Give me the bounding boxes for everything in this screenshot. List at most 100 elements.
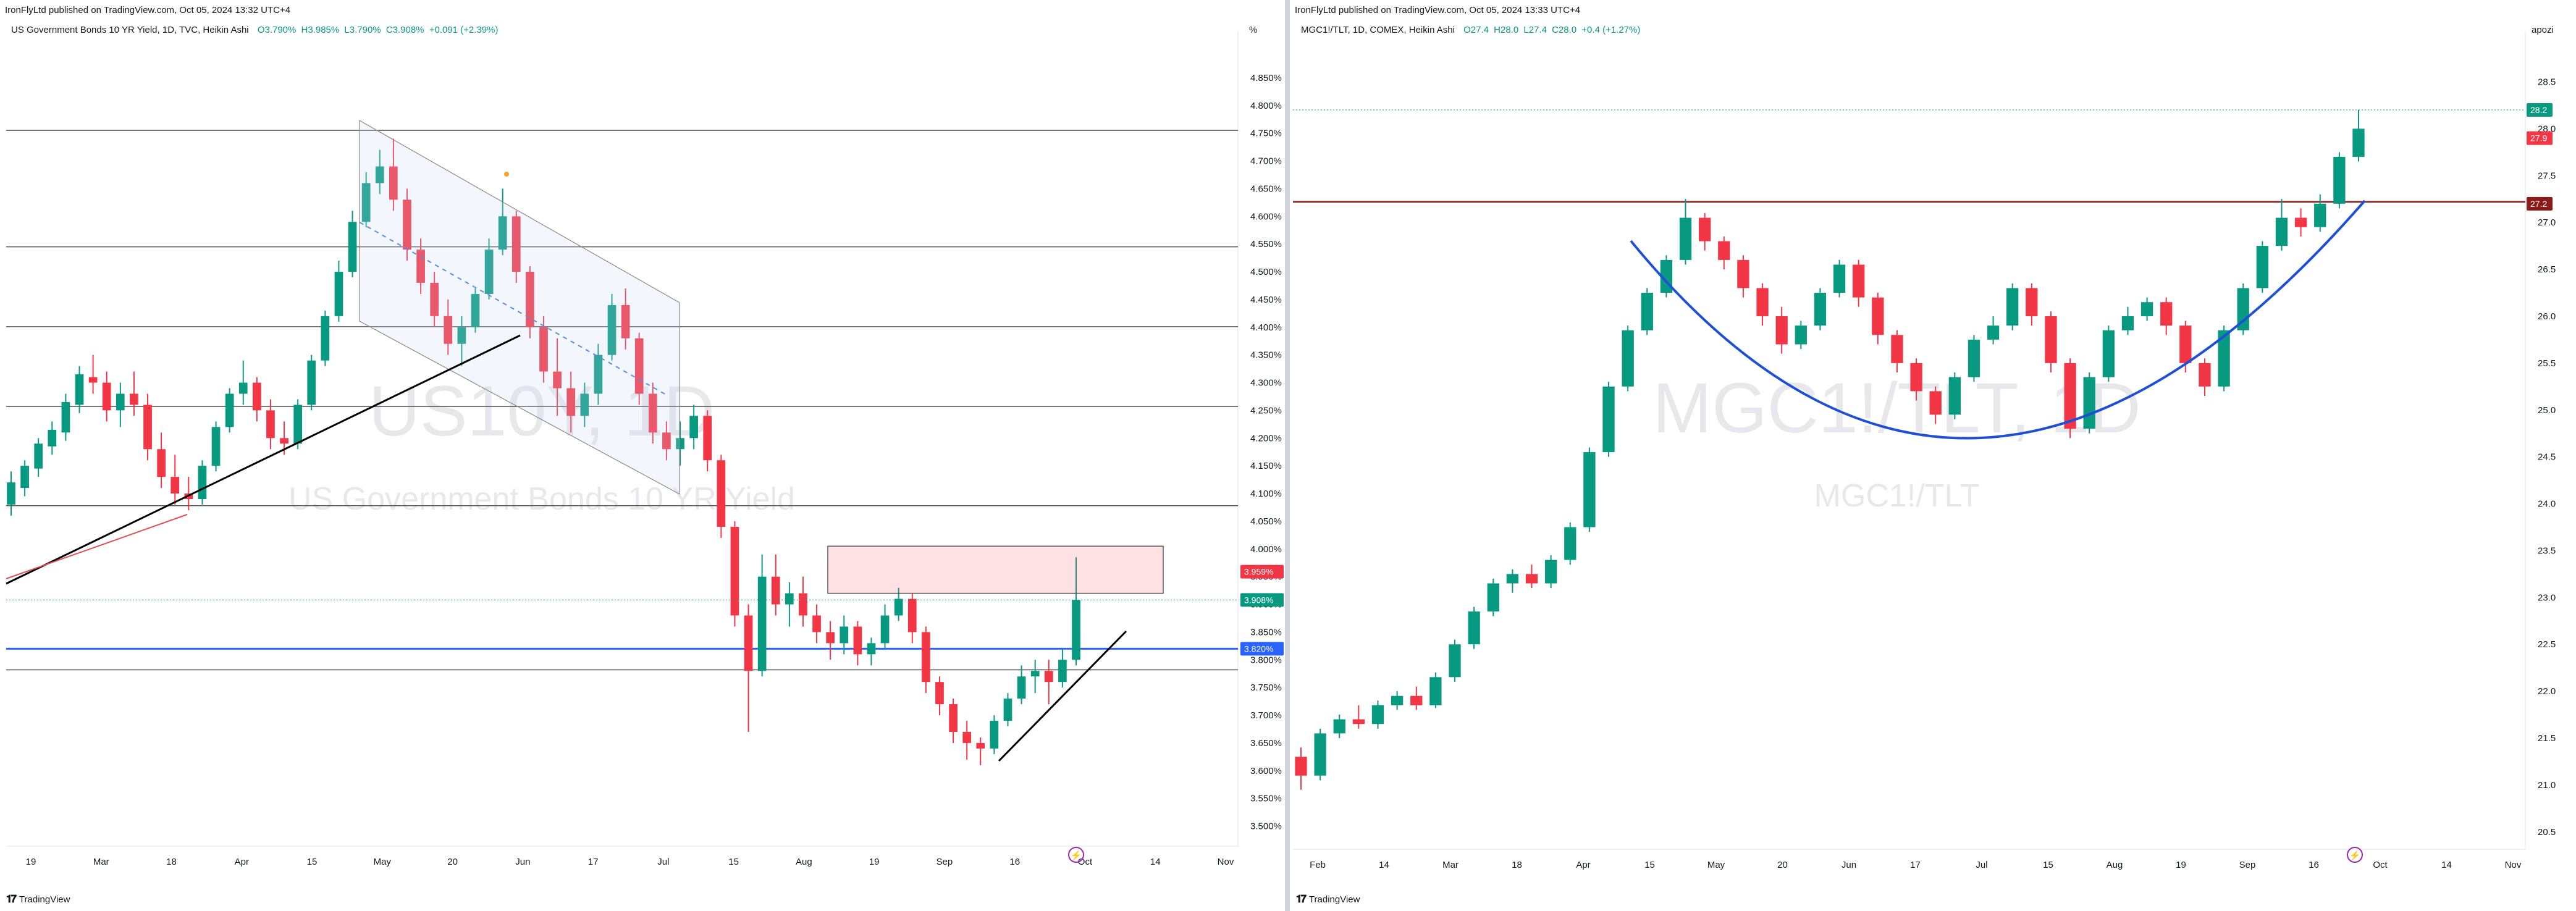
y-tick-label: 23.5	[2538, 545, 2556, 556]
candle-body	[1030, 671, 1040, 677]
x-tick-label: Jun	[1842, 860, 1856, 870]
price-badge-prev-bg	[2527, 131, 2553, 145]
x-tick-label: 15	[307, 857, 318, 867]
candle-body	[621, 304, 630, 338]
candle-body	[1910, 363, 1922, 392]
candle-body	[2352, 128, 2365, 157]
resistance-zone	[827, 545, 1164, 594]
y-tick-label: 24.5	[2538, 452, 2556, 463]
candle-body	[61, 401, 70, 433]
published-caption: IronFlyLtd published on TradingView.com,…	[5, 5, 291, 15]
candle-body	[1775, 316, 1788, 345]
legend-change: +0.4 (+1.27%)	[1581, 25, 1641, 35]
candle-body	[211, 427, 221, 466]
candle-body	[1737, 259, 1749, 288]
candle-body	[280, 438, 288, 444]
x-tick-label: 20	[447, 857, 458, 867]
candle-body	[2294, 217, 2307, 227]
x-tick-label: May	[1707, 860, 1725, 870]
candle-body	[962, 731, 972, 743]
candle-body	[1003, 699, 1012, 721]
candle-body	[1017, 676, 1026, 699]
y-tick-label: 26.0	[2538, 311, 2556, 322]
candle-body	[266, 410, 275, 439]
tradingview-logo-icon: 𝟏𝟕	[6, 893, 17, 905]
candle-body	[1391, 695, 1404, 705]
x-tick-label: Sep	[937, 857, 953, 867]
candle-body	[594, 355, 603, 394]
y-tick-label: 3.950%	[1250, 572, 1282, 582]
candle-body	[389, 166, 398, 200]
candle-body	[198, 466, 207, 500]
candle-body	[907, 598, 917, 632]
candle-body	[20, 466, 29, 489]
candle-body	[553, 371, 562, 388]
x-tick-label: Sep	[2239, 860, 2256, 870]
lightning-icon	[2347, 847, 2363, 863]
y-tick-label: 4.700%	[1250, 156, 1282, 167]
price-badge-level-bg	[2527, 196, 2553, 211]
legend-symbol: MGC1!/TLT, 1D, COMEX, Heikin Ashi	[1301, 25, 1455, 35]
y-tick-label: 24.0	[2538, 499, 2556, 510]
x-tick-label: 17	[588, 857, 599, 867]
candle-body	[1058, 660, 1067, 682]
x-tick-label: Mar	[93, 857, 109, 867]
y-tick-label: 28.0	[2538, 124, 2556, 134]
x-tick-label: 15	[728, 857, 739, 867]
x-tick-label: Mar	[1442, 860, 1458, 870]
watermark-description: MGC1!/TLT	[1814, 478, 1980, 514]
candle-body	[88, 377, 98, 383]
chart-panel-mgc-tlt[interactable]: IronFlyLtd published on TradingView.com,…	[1290, 0, 2576, 911]
candle-body	[1506, 574, 1519, 584]
lightning-icon-glyph: ⚡	[2349, 850, 2361, 861]
candle-body	[1072, 600, 1080, 660]
x-tick-label: 19	[2176, 860, 2186, 870]
candle-body	[648, 393, 657, 433]
candle-body	[48, 429, 57, 447]
x-tick-label: 15	[2043, 860, 2053, 870]
legend-close: C3.908%	[385, 25, 424, 35]
y-tick-label: 4.550%	[1250, 239, 1282, 250]
candle-body	[2045, 316, 2057, 363]
candle-body	[2121, 316, 2134, 330]
signal-dot	[504, 172, 509, 177]
candle-body	[75, 374, 84, 405]
x-tick-label: Jun	[515, 857, 530, 867]
candle-body	[225, 393, 234, 427]
y-tick-label: 3.650%	[1250, 738, 1282, 749]
candle-body	[471, 293, 480, 327]
candle-body	[689, 416, 698, 439]
x-tick-label: 20	[1777, 860, 1788, 870]
candle-body	[2333, 156, 2346, 204]
lightning-icon	[1068, 847, 1084, 863]
x-tick-label: Jul	[1976, 860, 1987, 870]
y-tick-label: 4.200%	[1250, 433, 1282, 443]
rising-trendline	[6, 334, 521, 585]
candle-body	[1622, 330, 1634, 387]
candle-body	[566, 388, 576, 416]
axis-unit-label[interactable]: apozi	[2532, 25, 2554, 35]
candle-body	[867, 643, 876, 655]
price-badge-level-bg	[1240, 642, 1284, 656]
candle-body	[1718, 241, 1730, 260]
watermark-symbol: US10Y, 1D	[369, 372, 715, 451]
chart-panel-us10y[interactable]: IronFlyLtd published on TradingView.com,…	[0, 0, 1285, 911]
y-tick-label: 4.450%	[1250, 295, 1282, 305]
candle-body	[894, 598, 903, 616]
y-tick-label: 3.700%	[1250, 710, 1282, 721]
candle-body	[2140, 302, 2153, 316]
price-chart-mgc-tlt: 20.5 21.0 21.5 22.0 22.5 23.0 23.5 24.0 24.5 25.0…	[1293, 31, 2556, 870]
candle-body	[2160, 302, 2173, 326]
price-badge-last-bg	[2527, 103, 2553, 117]
candle-body	[1699, 217, 1711, 241]
y-tick-label: 3.600%	[1250, 766, 1282, 776]
candle-body	[416, 250, 425, 283]
candle-body	[2006, 288, 2019, 326]
candle-body	[375, 166, 384, 183]
axis-unit-label[interactable]: %	[1249, 25, 1258, 35]
candle-body	[307, 360, 316, 405]
candle-body	[2237, 288, 2249, 330]
candle-body	[2179, 325, 2192, 363]
candle-body	[1295, 757, 1307, 776]
y-tick-label: 4.300%	[1250, 378, 1282, 388]
